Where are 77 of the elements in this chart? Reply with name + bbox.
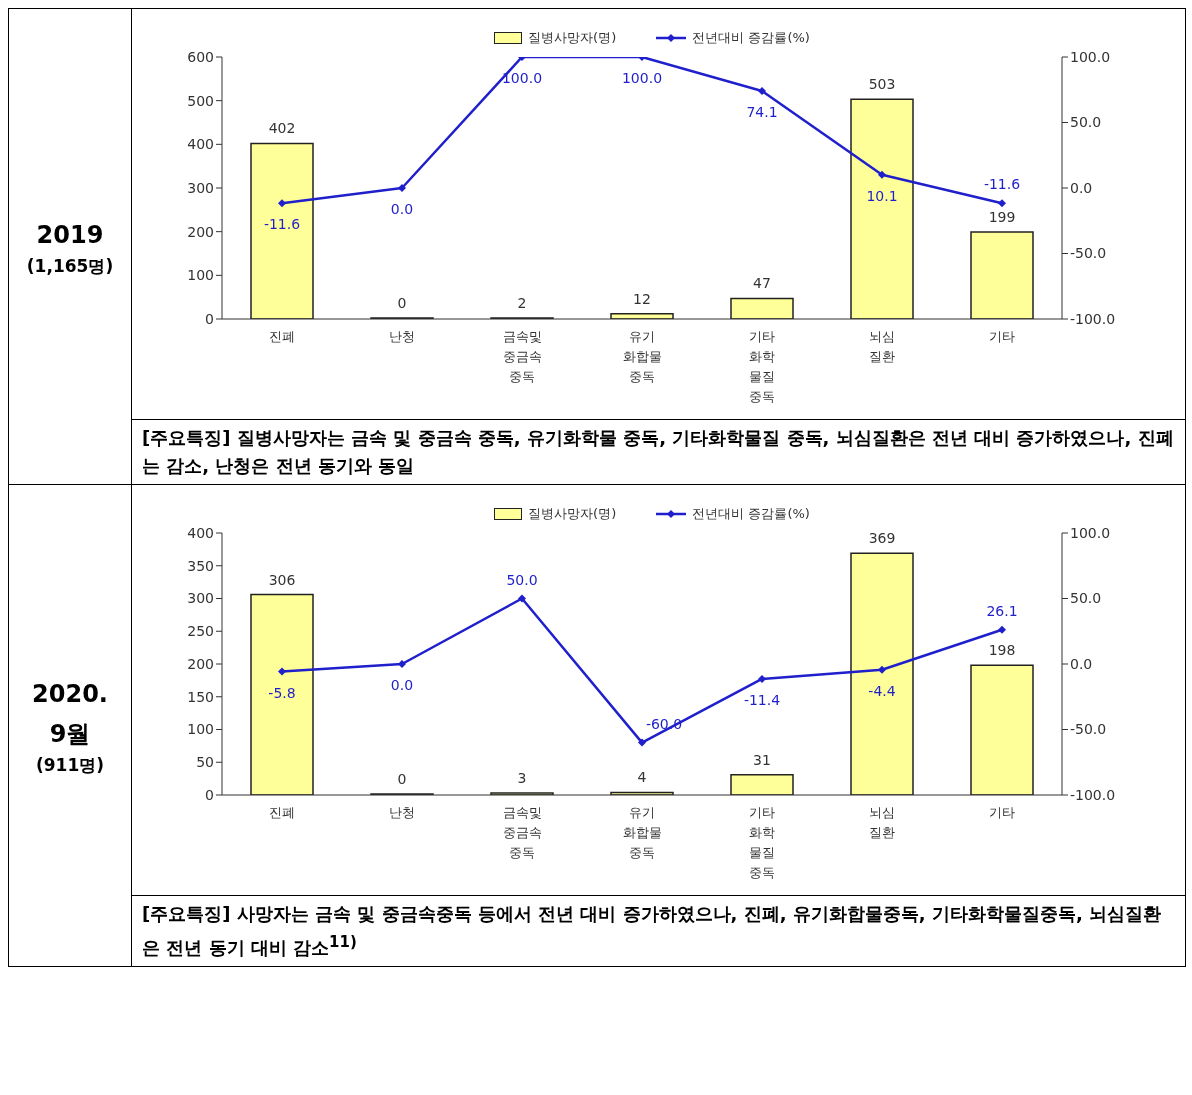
- data-label: -5.8: [268, 684, 296, 701]
- y2-tick-label: 50.0: [1070, 114, 1102, 131]
- x-tick-label: 뇌심 질환: [869, 805, 895, 840]
- data-label: 0: [397, 295, 407, 311]
- x-tick-label: 기타: [989, 329, 1015, 344]
- x-tick-label: 진폐: [269, 329, 295, 344]
- y-tick-label: 300: [187, 590, 214, 607]
- y2-tick-label: 0.0: [1070, 179, 1093, 196]
- y-tick-label: 300: [187, 179, 214, 196]
- y-tick-label: 200: [187, 223, 214, 240]
- x-tick-label: 금속및 중금속 중독: [502, 329, 542, 384]
- data-label: 0: [397, 771, 407, 787]
- legend-label: 전년대비 증감률(%): [692, 505, 810, 523]
- legend-label: 전년대비 증감률(%): [692, 29, 810, 47]
- data-label: 198: [988, 642, 1016, 659]
- data-label: 74.1: [746, 103, 778, 120]
- y2-tick-label: -50.0: [1070, 721, 1107, 738]
- data-label: 4: [637, 769, 647, 786]
- text: [주요특징] 사망자는 금속 및 중금속중독 등에서 전년 대비 증가하였으나, 진폐, 유기화합물중독, 기타화학물질중독, 뇌심질환은 전년 동기 대비 감소$^{11)}$: [132, 895, 1185, 966]
- data-label: 0.0: [390, 677, 414, 693]
- data-label: 306: [268, 571, 296, 588]
- data-label: 402: [268, 120, 296, 137]
- y-tick-label: 400: [187, 524, 214, 541]
- data-label: -11.6: [983, 176, 1021, 193]
- data-label: 26.1: [986, 602, 1018, 619]
- data-label: 503: [868, 76, 896, 93]
- data-label: 50.0: [506, 571, 538, 588]
- y-tick-label: 0: [205, 786, 214, 803]
- legend-label: 질병사망자(명): [528, 505, 617, 523]
- y-tick-label: 250: [187, 623, 214, 640]
- y-tick-label: 400: [187, 136, 214, 153]
- x-tick-label: 기타 화학 물질 중독: [749, 805, 775, 880]
- data-label: -11.4: [743, 691, 781, 708]
- legend-label: 질병사망자(명): [528, 29, 617, 47]
- data-label: 47: [753, 275, 771, 292]
- y2-tick-label: -50.0: [1070, 245, 1107, 262]
- y2-tick-label: 50.0: [1070, 590, 1102, 607]
- y2-tick-label: -100.0: [1070, 786, 1116, 803]
- data-label: -11.6: [263, 216, 301, 233]
- y-tick-label: 100: [187, 267, 214, 284]
- y-tick-label: 350: [187, 557, 214, 574]
- data-label: 31: [753, 751, 771, 768]
- text: (1,165명): [26, 255, 114, 278]
- y-tick-label: 0: [205, 310, 214, 327]
- x-tick-label: 금속및 중금속 중독: [502, 805, 542, 860]
- data-label: -4.4: [868, 682, 896, 699]
- y2-tick-label: 100.0: [1070, 524, 1111, 541]
- data-label: 10.1: [866, 187, 898, 204]
- data-label: 2: [517, 295, 527, 311]
- y-tick-label: 100: [187, 721, 214, 738]
- y-tick-label: 150: [187, 688, 214, 705]
- y-tick-label: 200: [187, 655, 214, 672]
- text: (911명): [35, 754, 105, 777]
- data-label: 100.0: [501, 70, 543, 86]
- x-tick-label: 뇌심 질환: [869, 329, 895, 364]
- x-tick-label: 난청: [389, 805, 415, 820]
- x-tick-label: 유기 화합물 중독: [622, 805, 662, 860]
- text: 2019: [36, 220, 104, 251]
- text: 2020. 9월: [32, 679, 108, 750]
- data-label: 3: [517, 770, 527, 787]
- data-label: 12: [633, 290, 651, 307]
- x-tick-label: 난청: [389, 329, 415, 344]
- data-label: 199: [988, 209, 1016, 226]
- data-label: 0.0: [390, 201, 414, 217]
- data-label: 100.0: [621, 70, 663, 86]
- y-tick-label: 50: [196, 754, 214, 771]
- x-tick-label: 진폐: [269, 805, 295, 820]
- text: [주요특징] 질병사망자는 금속 및 중금속 중독, 유기화학물 중독, 기타화학물질 중독, 뇌심질환은 전년 대비 증가하였으나, 진폐는 감소, 난청은 전년 동기와 동일: [132, 419, 1185, 484]
- x-tick-label: 기타: [989, 805, 1015, 820]
- x-tick-label: 기타 화학 물질 중독: [749, 329, 775, 404]
- y2-tick-label: 100.0: [1070, 48, 1111, 65]
- y-tick-label: 600: [187, 48, 214, 65]
- y2-tick-label: 0.0: [1070, 655, 1093, 672]
- y-tick-label: 500: [187, 92, 214, 109]
- y2-tick-label: -100.0: [1070, 310, 1116, 327]
- x-tick-label: 유기 화합물 중독: [622, 329, 662, 384]
- data-label: 369: [868, 530, 896, 547]
